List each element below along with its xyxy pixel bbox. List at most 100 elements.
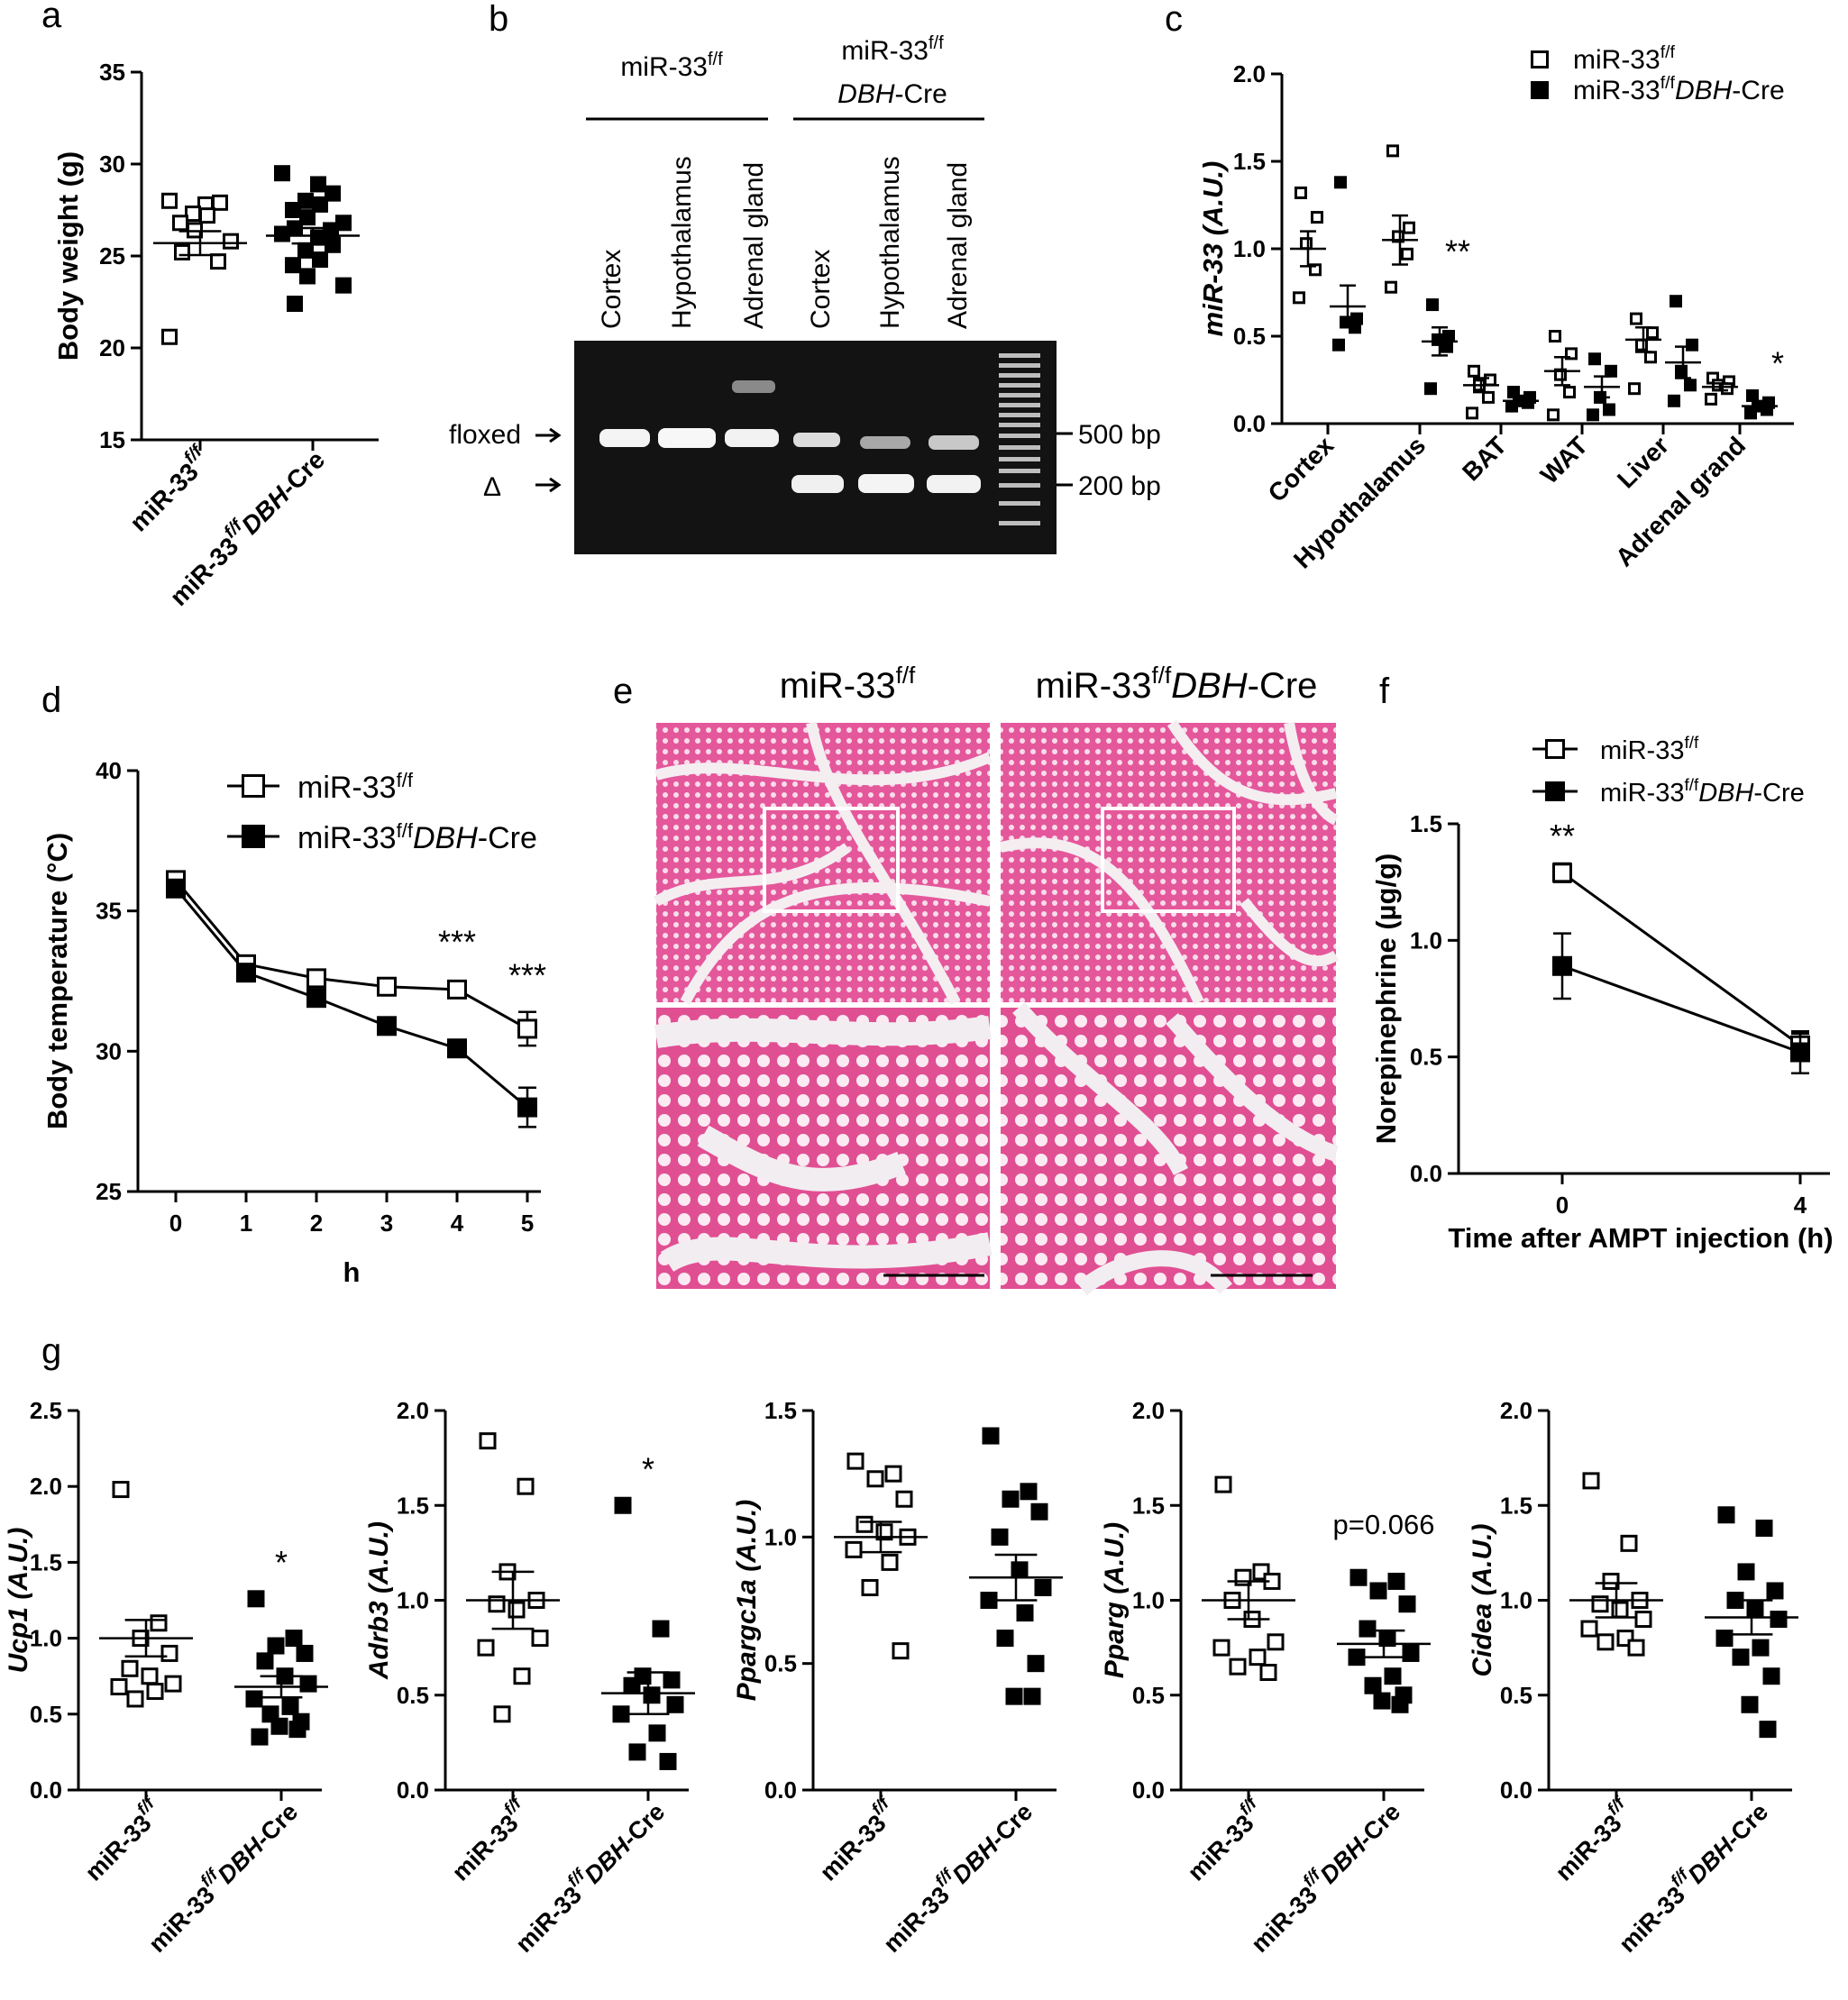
histology-inset-box-1 xyxy=(763,807,900,913)
data-point xyxy=(1334,176,1347,189)
y-tick-label: 1.0 xyxy=(764,1523,797,1550)
data-point xyxy=(1684,379,1697,392)
y-axis-label: Ucp1 (A.U.) xyxy=(4,1528,33,1674)
legend-label-part: miR-33 xyxy=(1573,76,1660,105)
data-point xyxy=(247,1590,265,1608)
y-axis-label: Ppargc1a (A.U.) xyxy=(732,1500,762,1701)
gel-group2-label-line2: DBH-Cre xyxy=(837,79,947,109)
panel-letter-a: a xyxy=(41,0,62,35)
chart-d-body-temperature: 25 30 35 40 0 1 2 3 4 5 h Body temperature (°C) *** *… xyxy=(41,757,546,1288)
x-axis-label: Time after AMPT injection (h) xyxy=(1448,1222,1833,1254)
data-point xyxy=(1605,364,1617,378)
chart-g-adrb3: 0.0 0.5 1.0 1.5 2.0 Adrb3 (A.U.) * miR-33f/fmiR… xyxy=(364,1397,695,1958)
data-point xyxy=(199,207,215,224)
ladder-band xyxy=(999,393,1040,397)
data-point xyxy=(161,192,178,209)
legend-label: miR-33f/fDBH-Cre xyxy=(297,819,537,855)
y-axis-label: Adrb3 (A.U.) xyxy=(364,1521,394,1680)
data-point xyxy=(996,1630,1014,1648)
data-point xyxy=(1602,1572,1620,1590)
data-point xyxy=(335,277,352,294)
y-tick-label: 30 xyxy=(96,1037,122,1064)
data-point xyxy=(1635,338,1648,352)
data-point xyxy=(251,1728,269,1746)
y-tick-label: 0.5 xyxy=(397,1682,429,1709)
y-tick-label: 1.0 xyxy=(1410,927,1442,954)
y-tick-label: 1.0 xyxy=(397,1587,429,1614)
data-point xyxy=(1591,1595,1609,1613)
gel-delta-label: Δ xyxy=(483,472,501,502)
data-point xyxy=(1442,330,1455,342)
data-point xyxy=(1034,1578,1052,1596)
x-tick-label: miR-33f/f xyxy=(810,1794,903,1886)
y-tick-label: 1.5 xyxy=(1132,1492,1165,1519)
data-point xyxy=(659,1752,677,1770)
legend-label-sup: f/f xyxy=(1684,775,1698,794)
x-tick-label: miR-33f/f xyxy=(1546,1794,1639,1886)
y-tick-label: 2.0 xyxy=(1233,60,1266,87)
data-point xyxy=(297,192,314,209)
data-point xyxy=(172,215,188,232)
gel-group1-label: miR-33f/f xyxy=(620,50,723,82)
data-point xyxy=(1717,1506,1735,1524)
data-point xyxy=(1627,1639,1645,1657)
data-point xyxy=(652,1620,670,1638)
data-point xyxy=(306,968,326,989)
significance-marker: ** xyxy=(1445,233,1470,270)
data-point xyxy=(845,1540,863,1558)
gel-lane-label-6: Adrenal gland xyxy=(943,162,973,329)
panel-b-gel: miR-33f/f miR-33f/f DBH-Cre Cortex Hypot… xyxy=(449,33,1161,554)
x-tick-label: miR-33f/f xyxy=(1178,1794,1271,1886)
data-point xyxy=(1752,1639,1770,1657)
data-point xyxy=(1552,863,1572,883)
gel-lane-label-5: Hypothalamus xyxy=(875,156,905,329)
legend-marker-filled xyxy=(1531,81,1549,99)
data-point xyxy=(1721,382,1734,396)
histology-header-2: miR-33f/fDBH-Cre xyxy=(1036,662,1318,706)
x-tick-label-part: miR-33 xyxy=(815,1810,892,1886)
histology-header-1: miR-33f/f xyxy=(780,662,916,706)
legend-label: miR-33f/f xyxy=(1600,733,1699,765)
data-point xyxy=(1644,351,1657,364)
x-tick-label: 3 xyxy=(380,1210,393,1237)
gel-band xyxy=(658,428,716,448)
data-point xyxy=(1587,408,1599,422)
x-tick-label: miR-33f/f xyxy=(121,440,217,536)
data-point xyxy=(508,1601,526,1619)
data-point xyxy=(1484,373,1496,387)
chart-g-pparg: 0.0 0.5 1.0 1.5 2.0 Pparg (A.U.) p=0.066 miR-33… xyxy=(1100,1397,1434,1958)
data-point xyxy=(310,229,326,246)
data-point xyxy=(861,1578,879,1596)
data-point xyxy=(160,1644,178,1662)
y-axis-label: Norepinephrine (µg/g) xyxy=(1370,854,1402,1145)
data-point xyxy=(1670,295,1682,308)
y-tick-label: 1.5 xyxy=(1500,1492,1532,1519)
data-point xyxy=(212,194,228,211)
data-point xyxy=(1002,1490,1020,1508)
data-point xyxy=(121,1659,139,1677)
ladder-band xyxy=(999,373,1040,378)
gel-band xyxy=(599,429,650,447)
legend-marker-open xyxy=(1545,739,1565,759)
data-point xyxy=(312,251,328,269)
data-point xyxy=(479,1432,497,1450)
data-point xyxy=(1603,403,1615,416)
data-point xyxy=(256,1652,274,1670)
significance-marker: *** xyxy=(438,923,476,960)
legend-label: miR-33f/f xyxy=(1573,42,1676,75)
significance-marker: p=0.066 xyxy=(1333,1509,1435,1540)
data-point xyxy=(270,1717,288,1735)
y-axis-label-unit: (A.U.) xyxy=(1100,1522,1130,1602)
data-point xyxy=(1309,263,1322,277)
data-point xyxy=(1311,211,1323,224)
data-point xyxy=(310,176,326,193)
data-point xyxy=(1630,312,1642,325)
data-point xyxy=(447,979,467,1000)
y-tick-label: 20 xyxy=(99,334,125,361)
y-axis-label-gene: Cidea xyxy=(1468,1603,1497,1677)
data-point xyxy=(1482,390,1495,404)
chart-g-cidea: 0.0 0.5 1.0 1.5 2.0 Cidea (A.U.) miR-33f/fmiR-… xyxy=(1468,1397,1798,1958)
legend-label: miR-33f/fDBH-Cre xyxy=(1573,73,1785,105)
data-point xyxy=(895,1490,913,1508)
